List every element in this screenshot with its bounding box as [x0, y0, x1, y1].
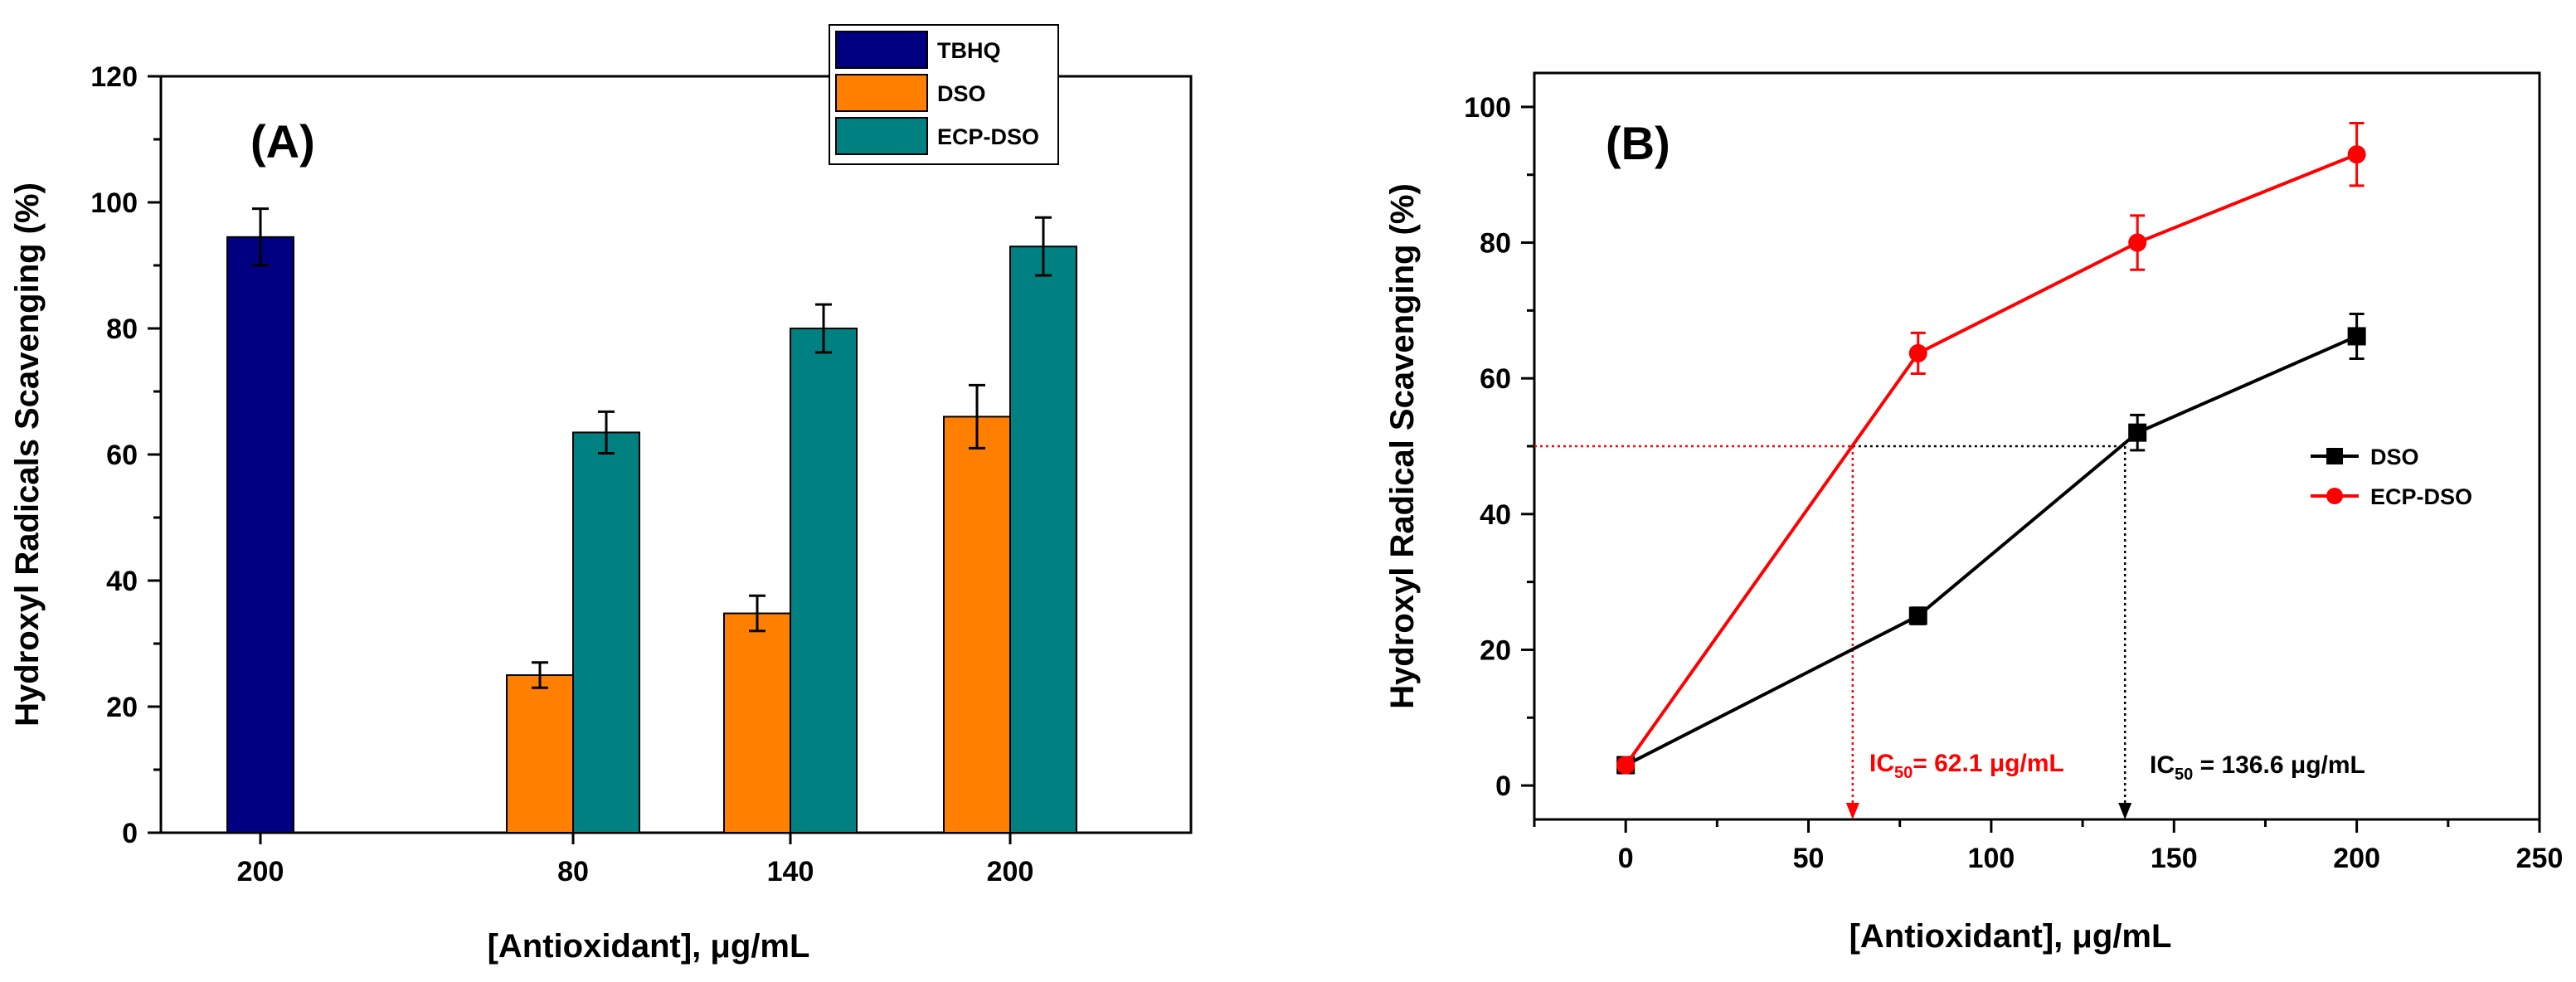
x-tick-label-b: 250 — [2516, 843, 2564, 874]
y-tick-label-a: 0 — [122, 818, 138, 849]
legend-swatch-dso — [835, 74, 928, 112]
line-ecp-dso — [1624, 153, 2358, 766]
legend-label-dso: DSO — [2370, 445, 2419, 469]
legend-label-ecp-dso: ECP-DSO — [937, 124, 1039, 149]
point-ecp-dso — [1908, 343, 1927, 362]
ic50-label-value: = 62.1 μg/mL — [1913, 750, 2064, 777]
y-tick-label-a: 60 — [106, 440, 138, 471]
y-tick-label-a: 80 — [106, 314, 138, 345]
x-tick-label-a: 140 — [767, 856, 814, 887]
x-tick-label-b: 150 — [2151, 843, 2198, 874]
panel-tag-a: (A) — [250, 115, 315, 168]
x-tick-label-b: 0 — [1618, 843, 1634, 874]
point-dso — [2128, 423, 2147, 442]
y-tick-label-b: 0 — [1495, 771, 1511, 802]
y-tick-label-a: 100 — [90, 187, 138, 219]
ic50-arrow — [2118, 803, 2132, 819]
legend-swatch-ecp-dso — [835, 117, 928, 155]
x-tick-label-a: 200 — [237, 856, 284, 887]
y-tick-label-a: 20 — [106, 692, 138, 723]
point-ecp-dso — [2128, 233, 2147, 252]
y-tick-label-b: 60 — [1480, 363, 1511, 395]
y-axis-label-b: Hydroxyl Radical Scavenging (%) — [1384, 183, 1421, 709]
x-tick-label-b: 50 — [1793, 843, 1825, 874]
ic50-label-main: IC — [1869, 750, 1894, 777]
bar-dso — [506, 674, 574, 834]
line-dso — [1625, 334, 2358, 767]
point-ecp-dso — [2347, 145, 2366, 164]
legend-swatch-tbhq — [835, 31, 928, 69]
ic50-label-value: = 136.6 μg/mL — [2193, 751, 2365, 779]
legend-label-tbhq: TBHQ — [937, 38, 1001, 63]
x-axis-label-a: [Antioxidant], μg/mL — [488, 928, 810, 965]
point-dso — [2347, 327, 2366, 346]
bar-dso — [943, 416, 1011, 834]
panel-tag-b: (B) — [1606, 117, 1670, 169]
legend-label-ecp-dso: ECP-DSO — [2370, 484, 2472, 509]
bar-ecp-dso — [572, 431, 640, 834]
panel-a: 0 20 40 60 80 100 120 200 80 140 200 Hydroxyl Radic… — [9, 24, 1193, 965]
y-axis-label-a: Hydroxyl Radicals Scavenging (%) — [9, 182, 46, 727]
y-tick-label-b: 40 — [1480, 499, 1511, 531]
y-tick-label-b: 80 — [1480, 228, 1511, 260]
y-tick-label-b: 20 — [1480, 634, 1511, 666]
ic50-label-sub: 50 — [2175, 766, 2193, 784]
x-tick-label-a: 200 — [987, 856, 1034, 887]
x-tick-label-b: 200 — [2333, 843, 2380, 874]
y-tick-label-a: 40 — [106, 566, 138, 597]
legend-marker-ecp-dso — [2326, 488, 2343, 504]
bar-dso — [723, 612, 791, 834]
y-tick-label-a: 120 — [90, 61, 138, 93]
x-axis-label-b: [Antioxidant], μg/mL — [1849, 918, 2172, 955]
x-tick-label-b: 100 — [1968, 843, 2015, 874]
ic50-label: IC50 = 136.6 μg/mL — [2150, 751, 2365, 784]
legend-label-dso: DSO — [937, 81, 986, 106]
bar-tbhq — [226, 236, 294, 834]
bar-ecp-dso — [1009, 246, 1077, 834]
ic50-label: IC50= 62.1 μg/mL — [1869, 750, 2064, 782]
ic50-label-sub: 50 — [1894, 764, 1913, 782]
point-dso — [1908, 606, 1927, 625]
y-tick-label-b: 100 — [1464, 92, 1511, 124]
point-ecp-dso — [1616, 756, 1636, 775]
bar-ecp-dso — [790, 328, 858, 834]
x-tick-label-a: 80 — [557, 856, 589, 887]
ic50-label-main: IC — [2150, 751, 2175, 779]
legend-marker-dso — [2326, 448, 2343, 464]
ic50-arrow — [1845, 803, 1859, 819]
